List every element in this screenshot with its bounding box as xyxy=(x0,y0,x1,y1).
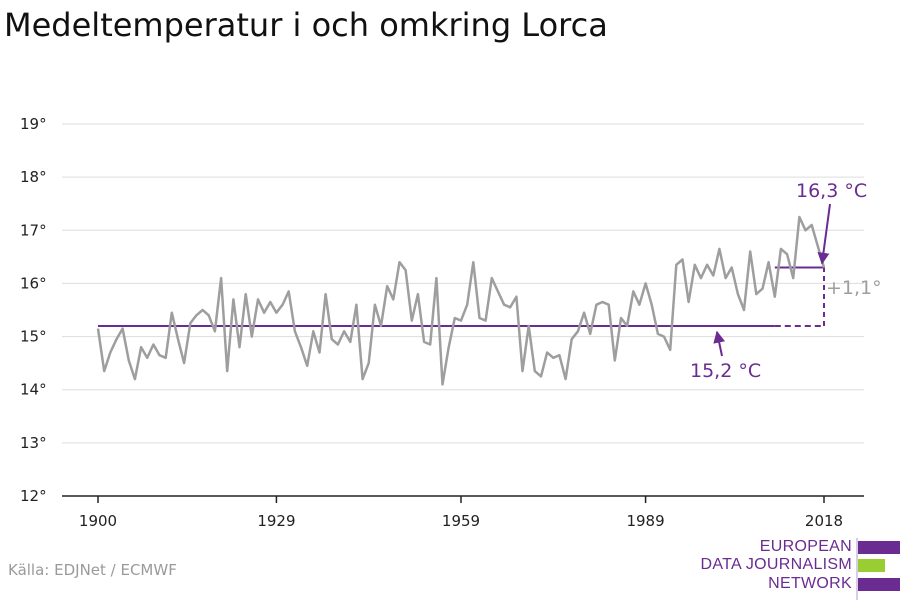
temperature-series-line xyxy=(96,215,826,386)
edjnet-logo: EUROPEAN DATA JOURNALISM NETWORK xyxy=(700,538,900,600)
x-tick-label: 1959 xyxy=(442,512,480,530)
y-tick-label: 15° xyxy=(20,328,47,346)
gridlines xyxy=(62,123,864,497)
baseline-arrow xyxy=(713,330,726,357)
y-axis-tick-labels: 12° 13° 14° 15° 16° 17° 18° 19° xyxy=(20,115,47,505)
x-tick-label: 2018 xyxy=(805,512,843,530)
reference-lines xyxy=(98,266,825,327)
y-tick-label: 13° xyxy=(20,434,47,452)
x-axis-tick-labels: 1900 1929 1959 1989 2018 xyxy=(79,496,843,530)
baseline-label: 15,2 °C xyxy=(690,360,761,382)
logo-line-european: EUROPEAN xyxy=(759,538,852,555)
logo-bar-green xyxy=(858,559,885,572)
logo-line-data-journalism: DATA JOURNALISM xyxy=(700,556,852,573)
recent-average-arrow xyxy=(817,203,831,265)
line-chart: 12° 13° 14° 15° 16° 17° 18° 19° 1900 1929 1959 198… xyxy=(20,115,882,530)
difference-label: +1,1° xyxy=(826,277,882,299)
series-layer xyxy=(96,215,826,386)
logo-bar-purple-top xyxy=(858,541,900,554)
y-tick-label: 19° xyxy=(20,115,47,133)
logo-line-network: NETWORK xyxy=(768,575,852,592)
x-tick-label: 1929 xyxy=(257,512,295,530)
annotations: 16,3 °C 15,2 °C +1,1° xyxy=(690,180,882,382)
logo-divider xyxy=(856,538,858,600)
y-tick-label: 18° xyxy=(20,168,47,186)
y-tick-label: 16° xyxy=(20,274,47,292)
y-tick-label: 17° xyxy=(20,221,47,239)
y-tick-label: 12° xyxy=(20,487,47,505)
logo-bar-purple-bottom xyxy=(858,578,900,591)
x-tick-label: 1989 xyxy=(626,512,664,530)
y-tick-label: 14° xyxy=(20,381,47,399)
source-credit: Källa: EDJNet / ECMWF xyxy=(8,561,177,579)
recent-average-label: 16,3 °C xyxy=(796,180,867,202)
x-tick-label: 1900 xyxy=(79,512,117,530)
chart-title: Medeltemperatur i och omkring Lorca xyxy=(4,6,608,44)
